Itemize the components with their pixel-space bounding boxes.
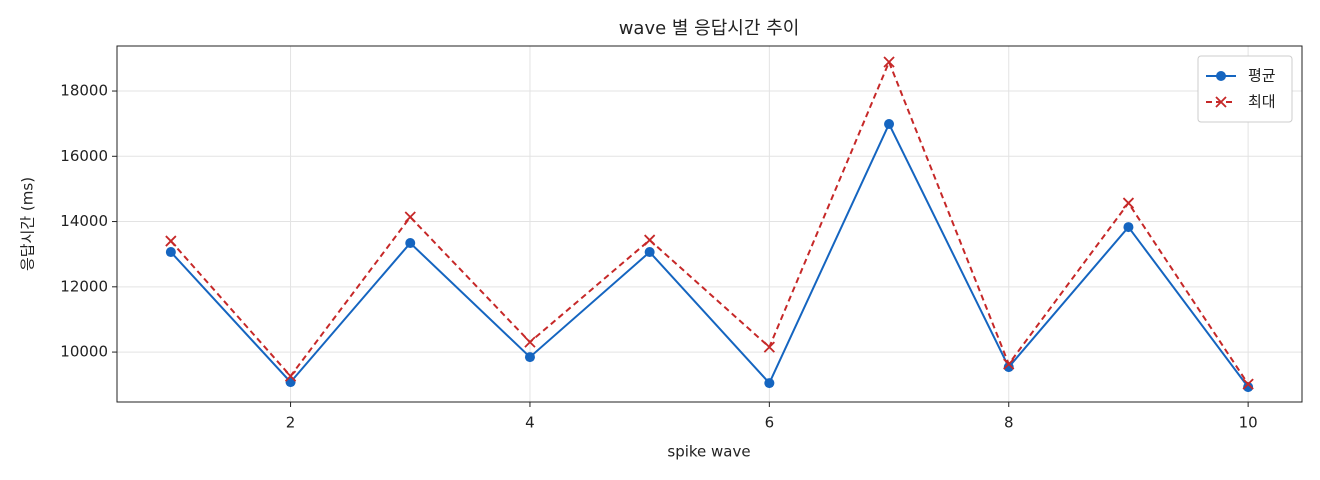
y-tick-label: 18000: [60, 82, 108, 100]
marker: [1123, 222, 1134, 233]
marker: [884, 119, 895, 130]
legend-marker: [1215, 96, 1227, 108]
chart-title: wave 별 응답시간 추이: [619, 18, 800, 39]
marker: [763, 341, 775, 353]
y-tick-label: 16000: [60, 147, 108, 165]
legend-label: 평균: [1248, 67, 1276, 85]
legend-box: [1197, 55, 1293, 123]
series-line: [170, 59, 1249, 385]
marker: [764, 378, 775, 389]
marker: [405, 238, 416, 249]
marker: [644, 247, 655, 258]
marker: [1243, 382, 1254, 393]
marker: [883, 56, 895, 68]
x-tick-label: 8: [1004, 414, 1014, 432]
y-tick-label: 12000: [60, 277, 108, 295]
x-tick-label: 2: [286, 414, 296, 432]
y-tick-label: 10000: [60, 343, 108, 361]
marker: [1003, 358, 1015, 370]
marker: [404, 211, 416, 223]
marker: [1242, 378, 1254, 390]
legend-label: 최대: [1248, 93, 1276, 111]
marker: [284, 370, 297, 382]
series-line: [170, 121, 1249, 388]
x-tick-label: 10: [1239, 414, 1258, 432]
marker: [644, 234, 656, 246]
plot-frame: [116, 45, 1303, 403]
marker: [165, 235, 177, 247]
x-tick-label: 6: [765, 414, 775, 432]
marker: [1003, 362, 1014, 373]
marker: [524, 352, 535, 363]
marker: [1122, 197, 1135, 209]
marker: [165, 247, 176, 258]
x-axis-label: spike wave: [667, 443, 750, 461]
y-tick-label: 14000: [60, 212, 108, 230]
marker: [524, 336, 536, 348]
y-axis-label: 응답시간 (ms): [19, 177, 37, 271]
x-tick-label: 4: [525, 414, 535, 432]
legend-marker: [1216, 71, 1226, 81]
